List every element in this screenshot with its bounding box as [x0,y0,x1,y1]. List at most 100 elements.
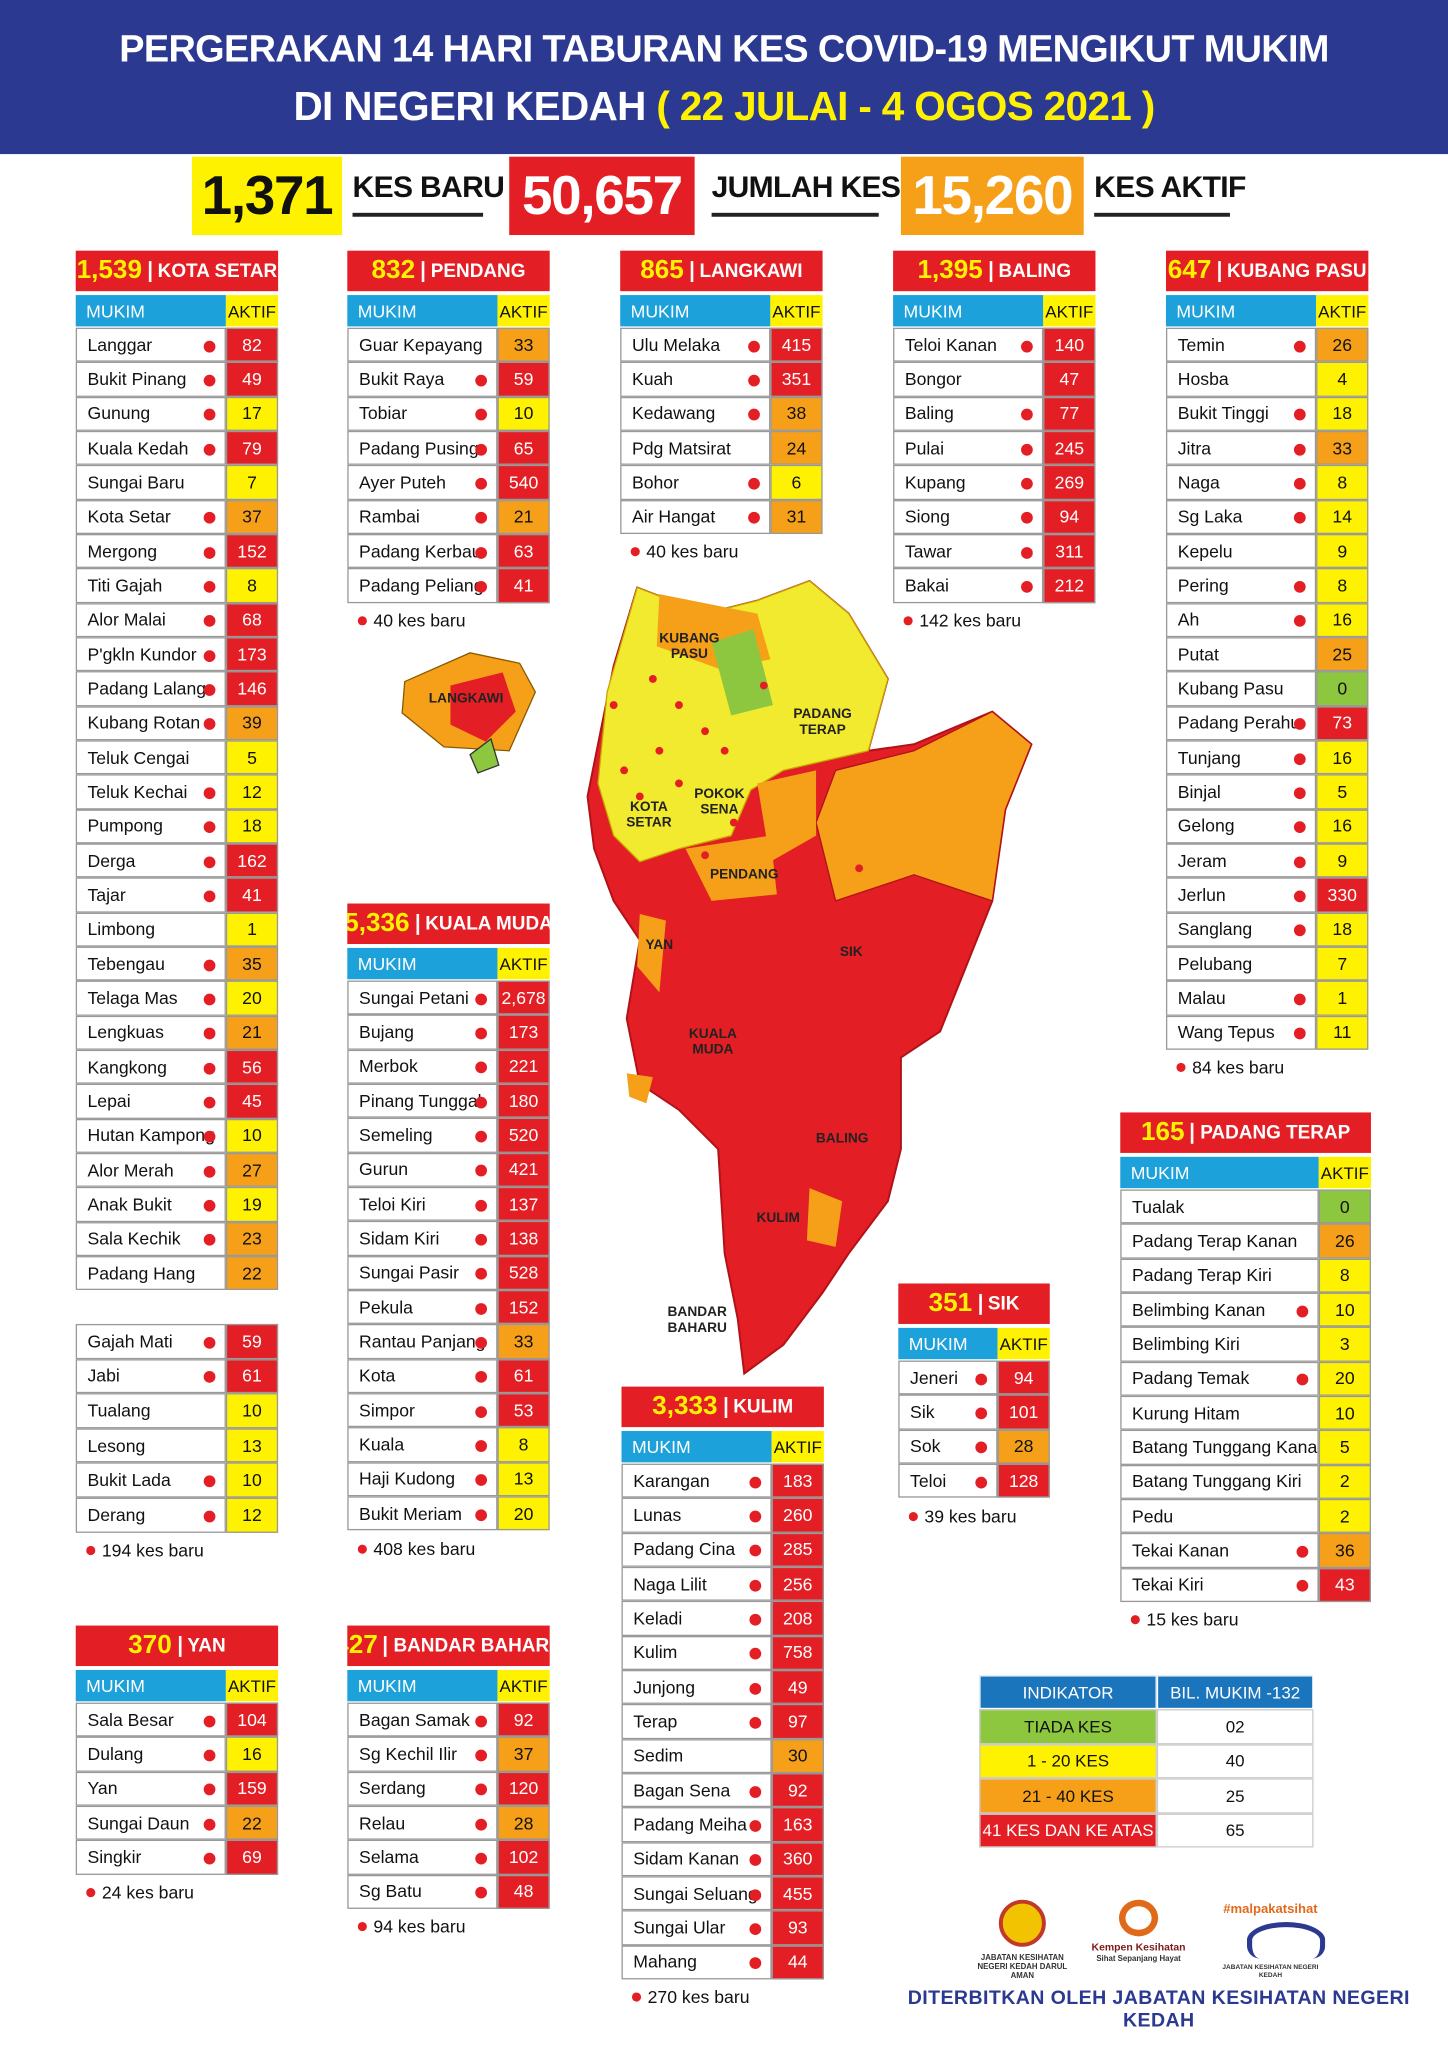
active-value: 173 [508,1022,539,1042]
active-cell: 22 [225,1805,279,1841]
mukim-label: Teloi [910,1471,947,1491]
mukim-label: Mahang [633,1952,697,1972]
active-cell: 35 [225,946,279,981]
island-green [469,737,500,774]
mukim-name: Kulim [621,1635,772,1670]
district-header: 5,336 KUALA MUDA [347,903,550,945]
active-value: 421 [508,1159,539,1180]
mukim-label: Ulu Melaka [631,335,721,355]
column-label: AKTIF [1045,300,1094,321]
active-cell: 162 [225,843,279,878]
case-dot [975,1476,988,1489]
active-value: 61 [513,1366,534,1386]
mukim-label: Sg Kechil Ilir [359,1744,458,1764]
case-dot [203,615,216,628]
mukim-label: Kubang Pasu [1177,678,1284,699]
mukim-name: Teluk Cengai [75,740,226,775]
active-value: 245 [1054,438,1085,458]
case-dot [1293,924,1306,937]
mukim-label: Batang Tunggang Kanan [1132,1437,1319,1458]
mukim-name: Teloi Kiri [347,1186,498,1222]
active-value: 260 [783,1505,813,1526]
case-dot [749,1854,762,1867]
active-cell: 5 [225,740,279,775]
logo-caption: JABATAN KESIHATAN NEGERI KEDAH DARUL AMA… [977,1954,1068,1981]
active-cell: 0 [1318,1189,1371,1224]
active-value: 68 [242,610,262,630]
active-cell: 73 [1316,705,1369,741]
active-value: 69 [242,1847,262,1868]
active-value: 152 [237,541,267,561]
district-header: 1,395 BALING [893,250,1096,292]
active-value: 41 [513,575,534,596]
district-header: 832 PENDANG [347,250,550,292]
case-dot [475,1096,488,1109]
mukim-label: Padang Perahu [1177,713,1301,733]
active-cell: 92 [497,1702,550,1737]
case-dot [203,1852,216,1865]
case-dot [475,1371,488,1384]
case-dot [475,1061,488,1074]
mukim-label: Sungai Ular [633,1917,726,1938]
active-cell: 82 [225,327,279,363]
case-dot [203,1510,216,1523]
column-label: MUKIM [1176,300,1236,321]
active-cell: 59 [497,362,550,397]
active-value: 8 [1339,1265,1350,1286]
active-cell: 10 [225,1118,279,1153]
active-value: 6 [791,472,802,493]
mukim-label: Teloi Kanan [904,335,997,355]
active-value: 10 [242,1470,262,1491]
case-dot [203,1165,216,1178]
case-dot [749,1648,762,1660]
mukim-name: Kuala [347,1427,498,1462]
mukim-label: Pulai [904,438,945,458]
map-label: PENDANG [709,866,779,883]
note-text: 94 kes baru [373,1917,466,1937]
map-label: POKOK SENA [694,786,745,818]
active-value: 10 [242,1400,262,1421]
legend-header: BIL. MUKIM -132 [1156,1675,1314,1710]
mukim-label: Naga [1177,472,1220,493]
district-total: 165 [1140,1117,1185,1147]
mukim-label: Padang Temak [1132,1368,1250,1389]
mukim-name: Titi Gajah [75,568,226,603]
mukim-name: Pelubang [1165,946,1317,981]
active-value: 180 [508,1091,539,1111]
active-cell: 152 [225,533,279,569]
case-dot [975,1407,988,1420]
active-cell: 44 [771,1944,824,1980]
active-cell: 97 [771,1704,824,1739]
active-cell: 173 [497,1014,550,1050]
case-dot [749,1510,762,1523]
note-dot [1176,1063,1186,1073]
mukim-name: Pering [1165,568,1317,603]
active-value: 7 [247,472,257,493]
mukim-name: Terap [621,1704,772,1739]
legend-header-label: INDIKATOR [1022,1682,1114,1702]
active-value: 30 [787,1746,808,1766]
mukim-name: Gurun [347,1152,498,1187]
new-cases-note: 94 kes baru [357,1915,560,1939]
active-cell: 159 [225,1771,279,1806]
mukim-label: Binjal [1177,782,1221,802]
active-cell: 2,678 [497,980,550,1015]
active-value: 2 [1339,1471,1350,1492]
case-dot [749,1888,762,1901]
mukim-label: Padang Cina [633,1539,736,1560]
legend-count: 65 [1156,1812,1314,1848]
mukim-name: Wang Tepus [1165,1015,1317,1050]
map-label: KOTA SETAR [626,799,672,831]
mukim-label: Baling [904,403,954,424]
column-label: MUKIM [357,953,417,974]
mukim-name: Malau [1165,980,1317,1016]
note-text: 270 kes baru [647,1987,750,2008]
district-name: YAN [178,1635,226,1657]
active-cell: 20 [225,980,279,1016]
mukim-label: Pekula [359,1297,413,1317]
note-dot [630,547,640,557]
case-dot [748,409,760,421]
active-cell: 12 [225,1497,279,1533]
active-cell: 69 [225,1840,279,1875]
mukim-label: Singkir [87,1847,142,1868]
